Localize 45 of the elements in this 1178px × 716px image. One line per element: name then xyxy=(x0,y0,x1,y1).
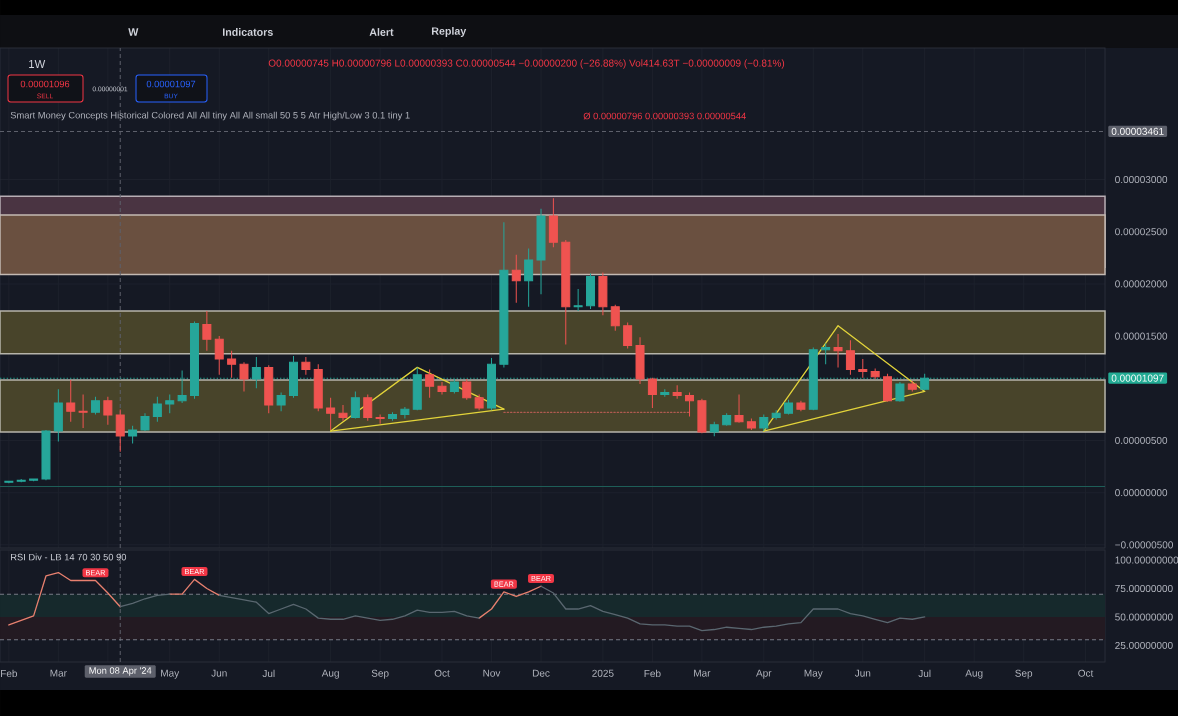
y-tick-label: 0.00000500 xyxy=(1115,436,1168,445)
y-tick-label: 100.00000000 xyxy=(1115,556,1178,564)
y-tick-label: 75.00000000 xyxy=(1115,584,1173,593)
text: Replay xyxy=(431,27,467,37)
annotation: 0.00001096 xyxy=(20,80,70,88)
x-tick-label: 2025 xyxy=(592,669,614,677)
y-tick-label: −0.00000500 xyxy=(1115,541,1173,549)
x-tick-label: May xyxy=(161,669,180,679)
x-tick-label: Oct xyxy=(1078,669,1094,677)
annotation: Ø 0.00000796 0.00000393 0.00000544 xyxy=(583,112,746,120)
annotation: Smart Money Concepts Historical Colored All All tiny All All small 50 5 5 Atr High/Low 3 0.1 tiny 1 xyxy=(10,111,410,121)
x-tick-label: Apr xyxy=(756,669,772,679)
x-tick-label: May xyxy=(804,669,823,679)
x-tick-label: Jun xyxy=(854,669,871,677)
x-tick-label: Jul xyxy=(262,669,275,678)
y-tick-label: 25.00000000 xyxy=(1115,641,1173,650)
y-tick-label: 50.00000000 xyxy=(1115,613,1173,621)
x-tick-label: Feb xyxy=(644,669,661,678)
text: W xyxy=(128,28,139,36)
ref-line-label: 0.00003461 xyxy=(1111,127,1164,135)
y-tick-label: 0.00000000 xyxy=(1115,489,1168,497)
y-tick-label: 0.00002000 xyxy=(1115,280,1168,288)
y-tick-label: 0.00003000 xyxy=(1115,175,1168,184)
annotation: O0.00000745 H0.00000796 L0.00000393 C0.00000544 −0.00000200 (−26.88%) Vol414.63T −0.00000009 (−0.81%) xyxy=(268,59,785,69)
x-tick-label: Aug xyxy=(965,669,983,679)
x-tick-label: Mar xyxy=(50,669,67,677)
x-tick-label: Sep xyxy=(371,669,389,679)
y-tick-label: 0.00002500 xyxy=(1115,228,1168,236)
x-tick-label: Sep xyxy=(1015,669,1033,679)
x-tick-label: Feb xyxy=(1,669,18,678)
annotation: 0.00001097 xyxy=(146,80,196,88)
x-tick-label: Oct xyxy=(434,669,450,677)
x-tick-label: Dec xyxy=(532,669,550,677)
text: Indicators xyxy=(222,28,273,36)
chart-title: RSI Div - LB 14 70 30 50 90 xyxy=(11,553,127,561)
text: Alert xyxy=(369,28,394,36)
x-tick-label: Jul xyxy=(918,669,931,678)
y-tick-label: 0.00001500 xyxy=(1115,332,1168,340)
ref-line-label: 0.00001097 xyxy=(1111,374,1164,382)
ref-line-label: Mon 08 Apr '24 xyxy=(89,667,152,676)
x-tick-label: Aug xyxy=(321,669,339,679)
text: 1W xyxy=(29,60,46,68)
x-tick-label: Nov xyxy=(483,669,501,677)
x-tick-label: Mar xyxy=(694,669,711,677)
x-tick-label: Jun xyxy=(211,669,227,677)
